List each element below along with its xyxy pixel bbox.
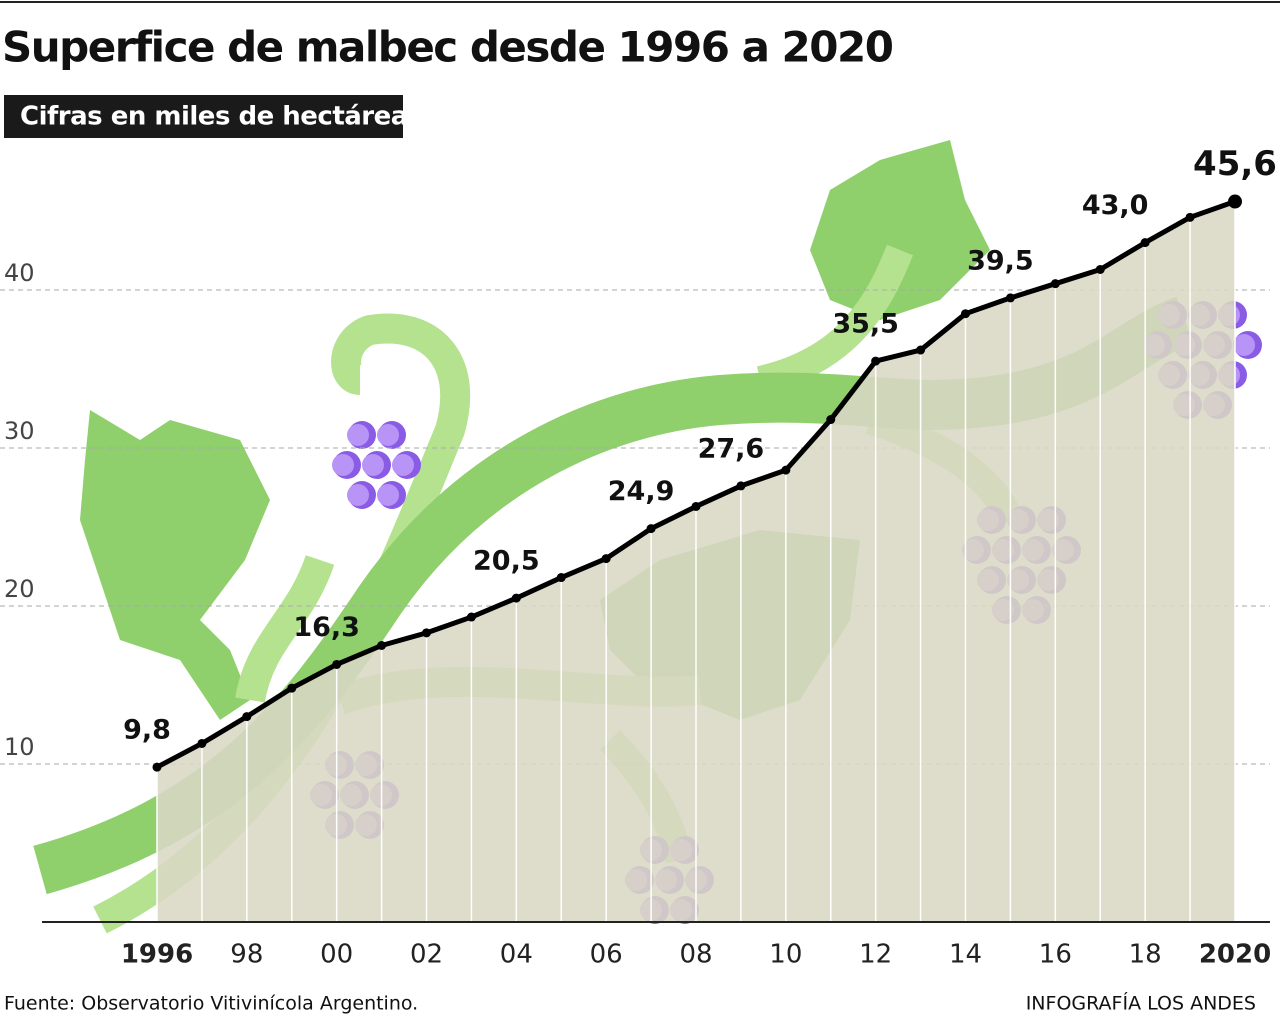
point (1185, 212, 1195, 222)
source: Fuente: Observatorio Vitivinícola Argent… (4, 993, 418, 1015)
point (287, 683, 297, 693)
value-label: 27,6 (698, 433, 765, 464)
point (422, 628, 431, 638)
point (377, 641, 387, 650)
x-tick-label: 10 (769, 940, 802, 970)
grape-highlight (377, 484, 399, 506)
credit: INFOGRAFÍA LOS ANDES (1026, 992, 1256, 1015)
point (197, 738, 207, 748)
x-tick-label: 18 (1129, 940, 1162, 970)
point (916, 345, 926, 355)
grape-highlight (332, 454, 354, 476)
value-label: 43,0 (1082, 190, 1149, 221)
point (691, 501, 701, 511)
point (466, 612, 476, 622)
point (781, 465, 791, 475)
value-label: 16,3 (293, 612, 360, 643)
grape-highlight (347, 424, 369, 446)
point (242, 712, 252, 722)
value-label: 20,5 (473, 546, 540, 577)
point (1095, 264, 1105, 274)
y-tick-label: 10 (4, 733, 35, 761)
y-tick-label: 20 (4, 575, 35, 603)
grape-highlight (1233, 334, 1255, 356)
point (556, 573, 566, 583)
point (601, 554, 611, 564)
point (332, 659, 342, 669)
y-tick-label: 30 (4, 417, 35, 445)
x-tick-label: 12 (859, 940, 892, 970)
chart-title: Superfice de malbec desde 1996 a 2020 (2, 23, 893, 72)
point (1140, 238, 1150, 248)
point (1228, 194, 1242, 209)
point (152, 762, 162, 772)
point (736, 481, 746, 491)
x-tick-label: 1996 (121, 940, 193, 970)
x-tick-label: 14 (949, 940, 982, 970)
value-label: 35,5 (832, 309, 899, 340)
point (1005, 293, 1015, 303)
y-tick-label: 40 (4, 259, 35, 287)
grape-highlight (392, 454, 414, 476)
grape-highlight (362, 454, 384, 476)
value-label: 45,6 (1193, 144, 1277, 184)
x-tick-label: 16 (1039, 940, 1072, 970)
subtitle: Cifras en miles de hectáreas (20, 102, 423, 132)
x-tick-label: 04 (500, 940, 533, 970)
value-label: 39,5 (967, 245, 1034, 276)
x-tick-label: 08 (679, 940, 712, 970)
x-tick-label: 06 (590, 940, 623, 970)
point (961, 309, 970, 319)
x-tick-label: 00 (320, 940, 353, 970)
grape-highlight (377, 424, 399, 446)
point (511, 593, 521, 603)
value-label: 9,8 (123, 715, 171, 746)
value-label: 24,9 (608, 476, 675, 507)
x-tick-label: 2020 (1199, 940, 1271, 970)
point (646, 524, 656, 534)
subtitle-box (4, 95, 403, 138)
point (1050, 279, 1060, 289)
point (871, 356, 881, 366)
grape-highlight (347, 484, 369, 506)
x-tick-label: 02 (410, 940, 443, 970)
point (826, 415, 836, 425)
x-tick-label: 98 (230, 940, 263, 970)
